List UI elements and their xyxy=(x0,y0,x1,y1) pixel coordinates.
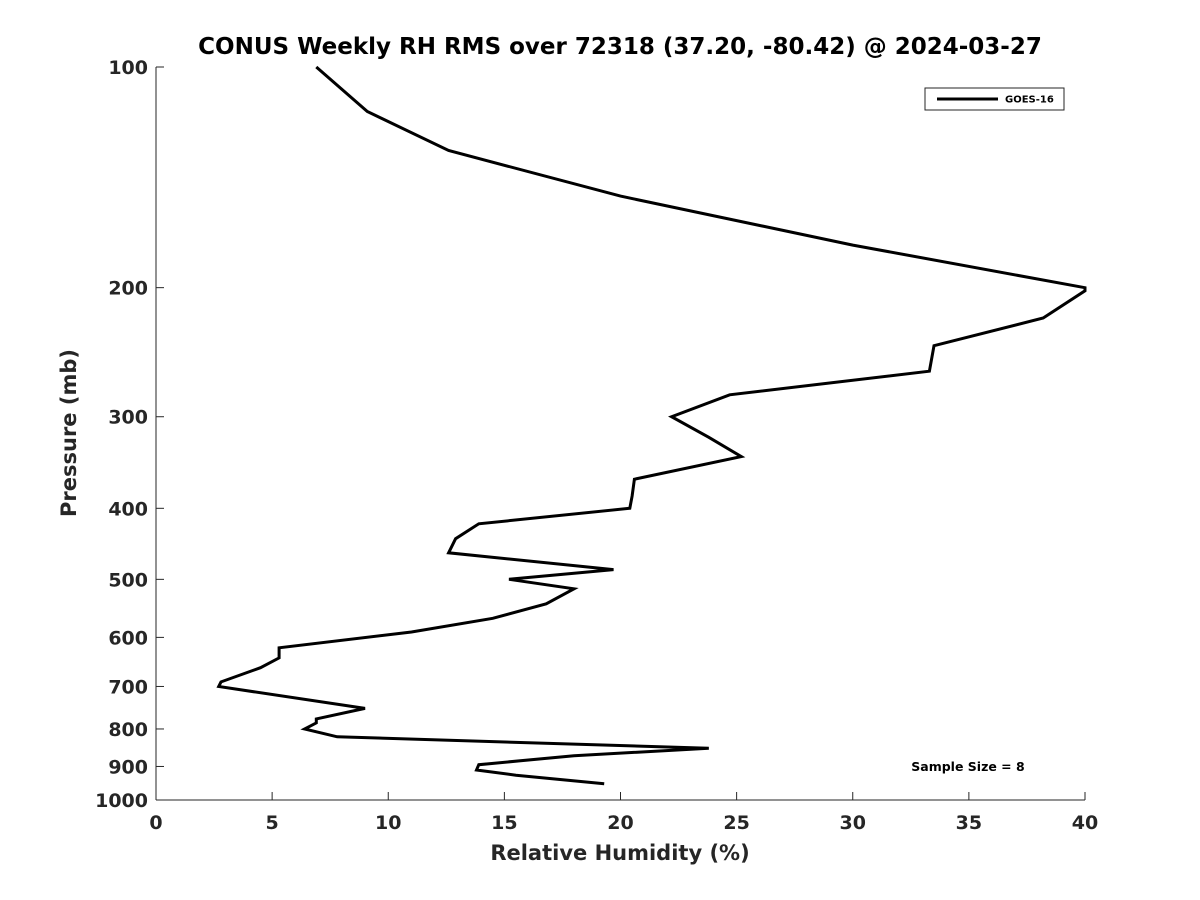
y-axis-ticks: 100 200 300 400 500 600 700 800 900 1000 xyxy=(95,57,164,812)
x-tick-label: 20 xyxy=(607,812,633,834)
x-tick-label: 15 xyxy=(491,812,517,834)
legend-label: GOES-16 xyxy=(1005,95,1054,106)
y-tick-label: 1000 xyxy=(95,790,148,812)
y-tick-label: 300 xyxy=(108,407,148,429)
x-axis-label: Relative Humidity (%) xyxy=(490,841,749,865)
sample-size-annotation: Sample Size = 8 xyxy=(911,759,1024,774)
x-tick-label: 10 xyxy=(375,812,401,834)
y-tick-label: 100 xyxy=(108,57,148,79)
y-tick-label: 200 xyxy=(108,278,148,300)
y-tick-label: 700 xyxy=(108,676,148,698)
series-line xyxy=(216,65,1087,786)
legend: GOES-16 xyxy=(924,87,1065,111)
y-tick-label: 800 xyxy=(108,719,148,741)
chart-title: CONUS Weekly RH RMS over 72318 (37.20, -… xyxy=(198,34,1042,60)
y-tick-label: 900 xyxy=(108,756,148,778)
x-tick-label: 25 xyxy=(723,812,749,834)
x-axis-ticks: 0 5 10 15 20 25 30 35 40 xyxy=(149,792,1098,834)
x-tick-label: 0 xyxy=(149,812,162,834)
series-layer xyxy=(216,65,1087,786)
x-tick-label: 30 xyxy=(840,812,866,834)
x-tick-label: 5 xyxy=(266,812,279,834)
y-tick-label: 400 xyxy=(108,498,148,520)
y-axis-label: Pressure (mb) xyxy=(57,349,81,517)
x-tick-label: 35 xyxy=(956,812,982,834)
y-tick-label: 600 xyxy=(108,627,148,649)
x-tick-label: 40 xyxy=(1072,812,1098,834)
y-tick-label: 500 xyxy=(108,569,148,591)
